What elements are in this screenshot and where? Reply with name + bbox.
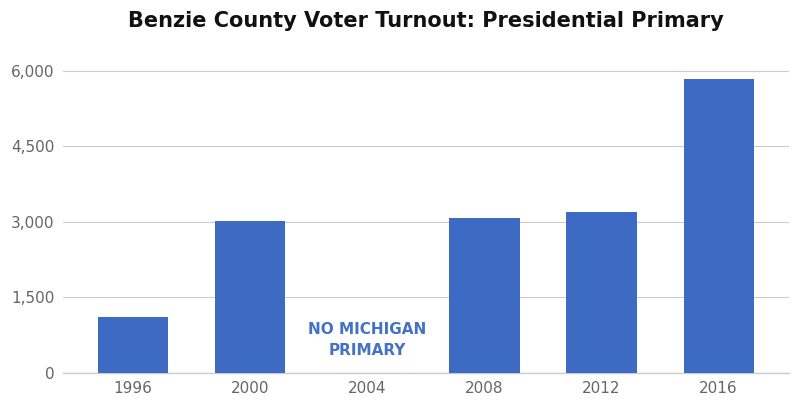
Bar — [215, 221, 286, 372]
Bar — [98, 317, 168, 372]
Text: NO MICHIGAN
PRIMARY: NO MICHIGAN PRIMARY — [308, 322, 426, 359]
Bar — [566, 212, 637, 372]
Title: Benzie County Voter Turnout: Presidential Primary: Benzie County Voter Turnout: Presidentia… — [128, 11, 724, 31]
Bar — [450, 218, 519, 372]
Bar — [683, 79, 754, 372]
